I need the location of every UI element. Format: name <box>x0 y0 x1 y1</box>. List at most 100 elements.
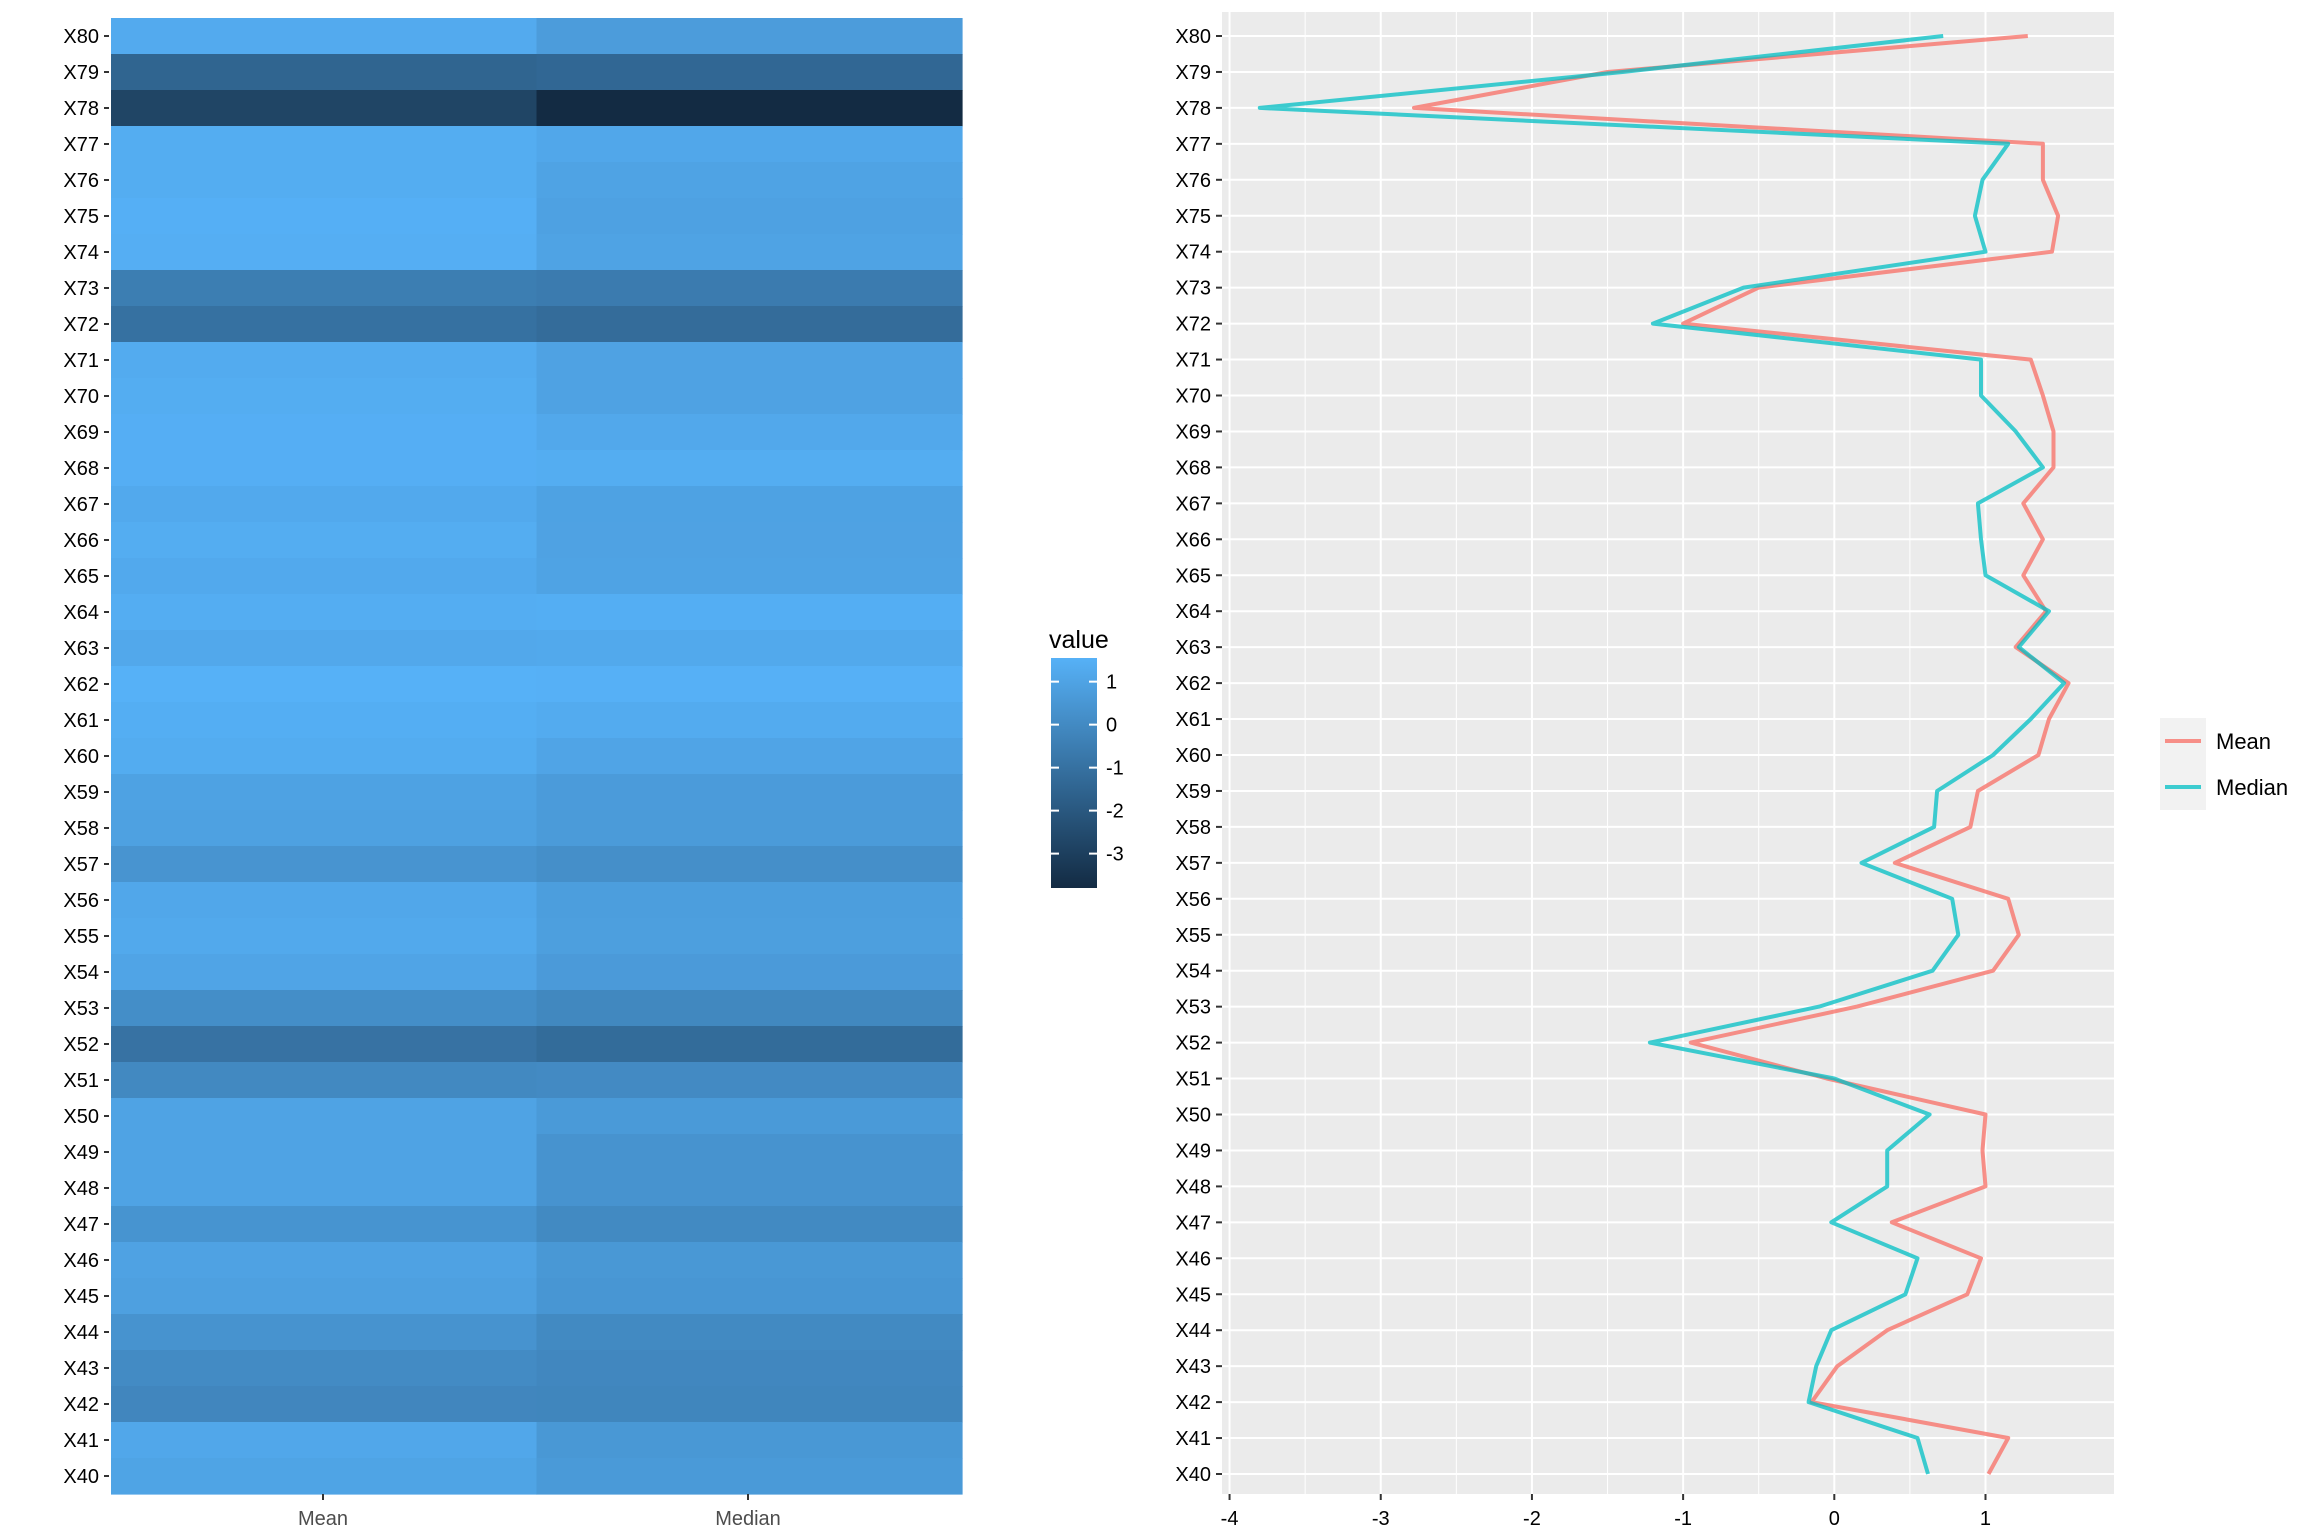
line-y-tick-label-x42: X42 <box>1175 1392 1211 1414</box>
y-tick-label-x55: X55 <box>63 926 99 948</box>
heatmap-cell-x67-mean <box>111 486 538 523</box>
heatmap-cell-x71-mean <box>111 342 538 379</box>
line-y-tick-label-x72: X72 <box>1175 314 1211 336</box>
heatmap-cell-x80-median <box>536 18 963 55</box>
y-tick-label-x79: X79 <box>63 62 99 84</box>
line-y-tick-label-x63: X63 <box>1175 637 1211 659</box>
y-tick-label-x74: X74 <box>63 242 99 264</box>
heatmap-cell-x48-mean <box>111 1170 538 1207</box>
heatmap-cell-x64-mean <box>111 594 538 631</box>
heatmap-cell-x68-mean <box>111 450 538 487</box>
line-x-tick-label: -2 <box>1523 1508 1541 1530</box>
y-tick-label-x53: X53 <box>63 998 99 1020</box>
heatmap-cell-x69-median <box>536 414 963 451</box>
heatmap-cell-x76-mean <box>111 162 538 199</box>
y-tick-label-x56: X56 <box>63 890 99 912</box>
heatmap-cell-x69-mean <box>111 414 538 451</box>
color-legend-title: value <box>1049 626 1109 654</box>
heatmap-cell-x42-mean <box>111 1386 538 1423</box>
heatmap-cell-x72-mean <box>111 306 538 343</box>
heatmap-cell-x75-mean <box>111 198 538 235</box>
y-tick-label-x47: X47 <box>63 1214 99 1236</box>
line-y-tick-label-x50: X50 <box>1175 1105 1211 1127</box>
heatmap-cell-x53-median <box>536 990 963 1027</box>
heatmap-cell-x54-median <box>536 954 963 991</box>
heatmap-cell-x78-mean <box>111 90 538 127</box>
heatmap-cell-x67-median <box>536 486 963 523</box>
color-legend: value 1 0 -1 -2 -3 <box>1049 626 1124 888</box>
heatmap-cell-x70-median <box>536 378 963 415</box>
line-y-tick-label-x65: X65 <box>1175 565 1211 587</box>
line-y-tick-label-x77: X77 <box>1175 134 1211 156</box>
line-y-tick-label-x52: X52 <box>1175 1033 1211 1055</box>
heatmap-cell-x46-median <box>536 1242 963 1279</box>
line-y-tick-label-x62: X62 <box>1175 673 1211 695</box>
heatmap-cell-x44-median <box>536 1314 963 1351</box>
heatmap-cell-x40-mean <box>111 1458 538 1495</box>
line-y-tick-label-x69: X69 <box>1175 421 1211 443</box>
line-y-tick-label-x48: X48 <box>1175 1176 1211 1198</box>
y-tick-label-x40: X40 <box>63 1466 99 1488</box>
heatmap-cell-x53-mean <box>111 990 538 1027</box>
line-y-tick-label-x71: X71 <box>1175 350 1211 372</box>
line-y-tick-label-x49: X49 <box>1175 1140 1211 1162</box>
heatmap-cell-x74-mean <box>111 234 538 271</box>
heatmap-cell-x47-mean <box>111 1206 538 1243</box>
heatmap-cell-x55-mean <box>111 918 538 955</box>
line-y-tick-label-x80: X80 <box>1175 26 1211 48</box>
line-y-tick-label-x54: X54 <box>1175 961 1211 983</box>
heatmap-cell-x70-mean <box>111 378 538 415</box>
line-y-tick-label-x79: X79 <box>1175 62 1211 84</box>
y-tick-label-x50: X50 <box>63 1106 99 1128</box>
line-x-tick-label: -1 <box>1674 1508 1692 1530</box>
heatmap-cell-x58-mean <box>111 810 538 847</box>
y-tick-label-x59: X59 <box>63 782 99 804</box>
heatmap-cell-x62-median <box>536 666 963 703</box>
y-tick-label-x76: X76 <box>63 170 99 192</box>
y-tick-label-x65: X65 <box>63 566 99 588</box>
y-tick-label-x63: X63 <box>63 638 99 660</box>
line-y-tick-label-x58: X58 <box>1175 817 1211 839</box>
line-y-tick-label-x41: X41 <box>1175 1428 1211 1450</box>
heatmap-cell-x43-median <box>536 1350 963 1387</box>
y-tick-label-x46: X46 <box>63 1250 99 1272</box>
line-y-tick-label-x66: X66 <box>1175 529 1211 551</box>
y-tick-label-x51: X51 <box>63 1070 99 1092</box>
series-line-median <box>1257 34 2067 1475</box>
heatmap-cells <box>111 18 963 1495</box>
line-y-axis: X80 X79 X78 X77 X76 X75 X74 X73 X72 X71 X70 X69 X68 X… <box>1175 26 1222 1486</box>
heatmap-cell-x49-median <box>536 1134 963 1171</box>
y-tick-label-x61: X61 <box>63 710 99 732</box>
heatmap-cell-x61-mean <box>111 702 538 739</box>
y-tick-label-x67: X67 <box>63 494 99 516</box>
heatmap-cell-x79-mean <box>111 54 538 91</box>
plot-panel <box>1222 12 2114 1494</box>
line-y-tick-label-x74: X74 <box>1175 242 1211 264</box>
line-x-tick-label: -3 <box>1372 1508 1390 1530</box>
heatmap-cell-x56-mean <box>111 882 538 919</box>
heatmap-cell-x40-median <box>536 1458 963 1495</box>
y-tick-label-x52: X52 <box>63 1034 99 1056</box>
heatmap-cell-x78-median <box>536 90 963 127</box>
line-x-tick-label: 0 <box>1829 1508 1840 1530</box>
line-y-tick-label-x44: X44 <box>1175 1320 1211 1342</box>
y-tick-label-x64: X64 <box>63 602 99 624</box>
legend-label-mean: Mean <box>2216 729 2271 754</box>
heatmap-cell-x57-mean <box>111 846 538 883</box>
y-tick-label-x80: X80 <box>63 26 99 48</box>
heatmap-cell-x41-mean <box>111 1422 538 1459</box>
heatmap-cell-x52-median <box>536 1026 963 1063</box>
color-legend-tick-label: -3 <box>1106 844 1124 866</box>
heatmap-cell-x60-mean <box>111 738 538 775</box>
heatmap-cell-x57-median <box>536 846 963 883</box>
y-tick-label-x69: X69 <box>63 422 99 444</box>
color-legend-tick-label: -1 <box>1106 758 1124 780</box>
heatmap-cell-x65-mean <box>111 558 538 595</box>
y-tick-label-x68: X68 <box>63 458 99 480</box>
heatmap-cell-x77-median <box>536 126 963 163</box>
heatmap-cell-x74-median <box>536 234 963 271</box>
series-lines <box>1257 34 2071 1475</box>
heatmap-chart: X80 X79 X78 X77 X76 X75 X74 X73 X72 X71 X70 X69 X68 X… <box>63 18 963 1530</box>
y-tick-label-x62: X62 <box>63 674 99 696</box>
heatmap-cell-x76-median <box>536 162 963 199</box>
